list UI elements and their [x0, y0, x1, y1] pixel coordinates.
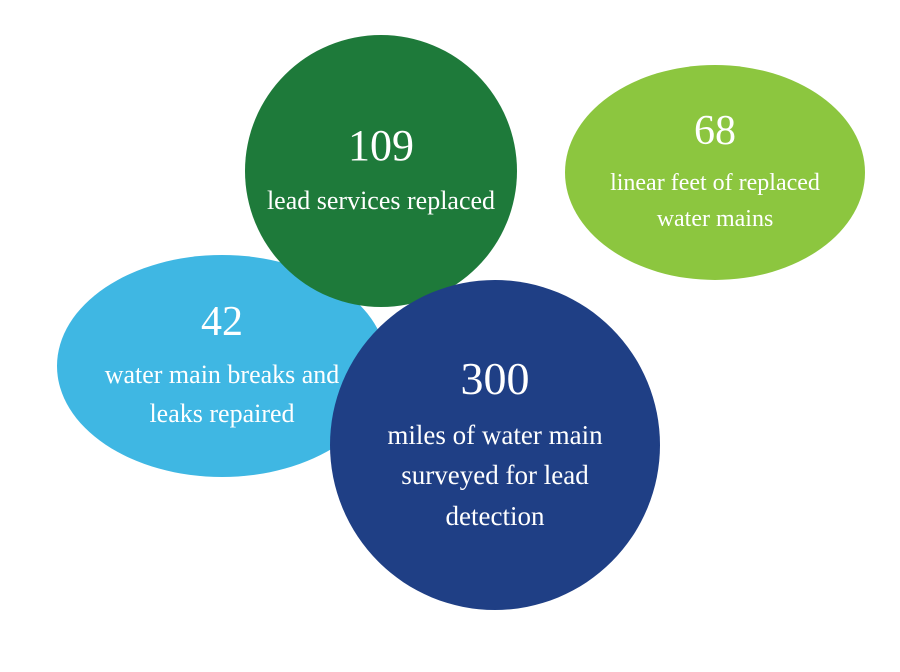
stat-number: 42 — [201, 299, 243, 345]
stat-label: linear feet of replaced water mains — [588, 165, 843, 237]
stat-number: 300 — [461, 354, 530, 405]
stat-bubble-miles-surveyed: 300 miles of water main surveyed for lea… — [330, 280, 660, 610]
stat-number: 68 — [694, 108, 736, 154]
stat-label: lead services replaced — [267, 181, 495, 220]
stat-label: miles of water main surveyed for lead de… — [355, 415, 636, 537]
stat-bubble-linear-feet: 68 linear feet of replaced water mains — [565, 65, 865, 280]
stat-number: 109 — [348, 122, 414, 170]
stat-label: water main breaks and leaks repaired — [82, 355, 363, 433]
infographic-canvas: 109 lead services replaced 68 linear fee… — [0, 0, 900, 672]
stat-bubble-lead-services: 109 lead services replaced — [245, 35, 517, 307]
